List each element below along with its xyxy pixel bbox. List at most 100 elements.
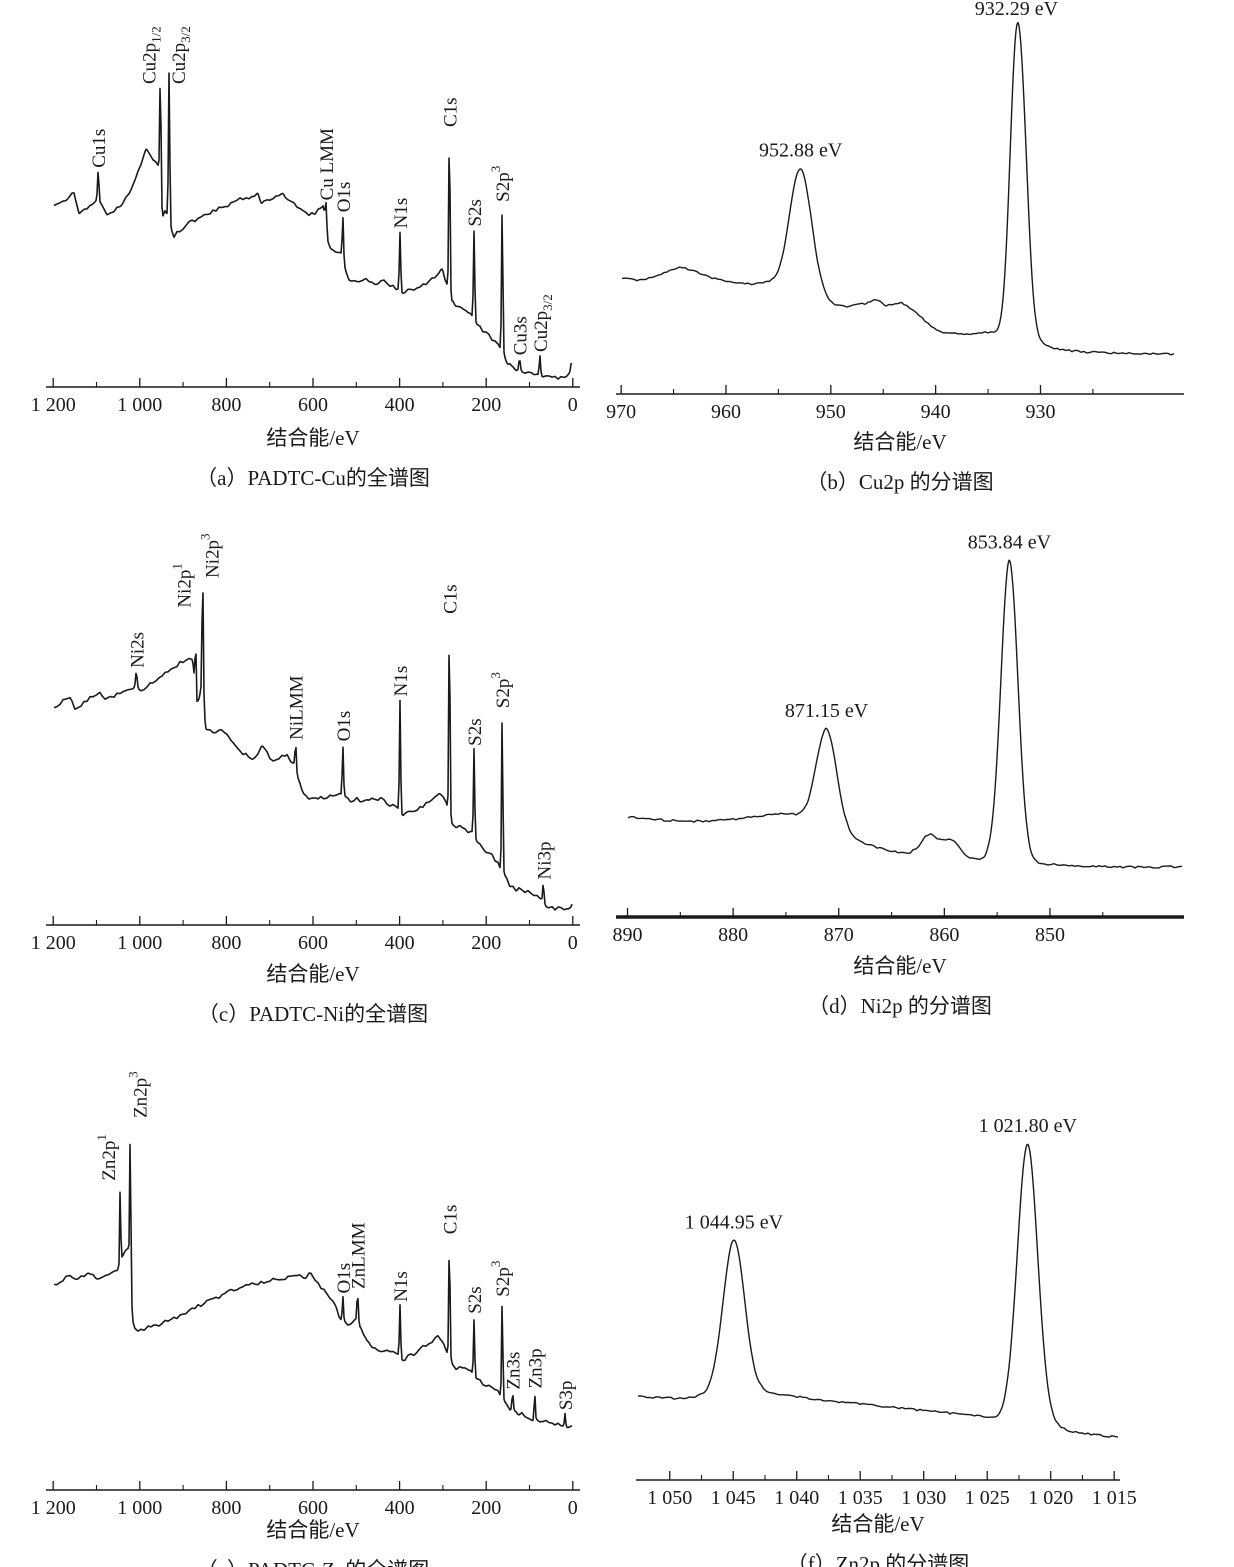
peak-annotation: 932.29 eV xyxy=(975,0,1059,20)
tick-label: 200 xyxy=(471,394,501,416)
tick-label: 950 xyxy=(816,401,846,423)
figure-caption-c: （c）PADTC-Ni的全谱图 xyxy=(197,1002,429,1026)
tick-label: 880 xyxy=(718,924,748,946)
peak-label: N1s xyxy=(391,198,412,229)
figure-caption-a: （a）PADTC-Cu的全谱图 xyxy=(196,466,430,490)
figure-a-padtc-cu-survey: 1 200 1 000 800 600 400 200 0 Cu1s Cu2p1/2 Cu2p3/… xyxy=(8,2,608,492)
peak-label: O1s xyxy=(334,1263,355,1294)
x-axis: 1 050 1 045 1 040 1 035 1 030 1 025 1 020 1 015 xyxy=(636,1471,1137,1509)
x-axis-title-c: 结合能/eV xyxy=(266,962,360,986)
peak-annotation: 1 044.95 eV xyxy=(685,1212,784,1234)
x-axis-title-a: 结合能/eV xyxy=(266,426,360,450)
peak-label: Zn2p1 xyxy=(94,1134,120,1181)
tick-label: 1 200 xyxy=(31,932,76,954)
tick-label: 0 xyxy=(568,1497,578,1519)
peak-label: Cu2p3/2 xyxy=(169,26,193,84)
tick-label: 800 xyxy=(211,1497,241,1519)
spectrum-curve xyxy=(53,72,573,380)
tick-label: 860 xyxy=(929,924,959,946)
peak-label: Cu2p3/2 xyxy=(531,294,555,352)
peak-label: Cu2p1/2 xyxy=(139,26,163,84)
tick-label: 200 xyxy=(471,1497,501,1519)
peak-label: O1s xyxy=(334,182,355,213)
tick-label: 0 xyxy=(568,932,578,954)
tick-label: 960 xyxy=(711,401,741,423)
tick-label: 400 xyxy=(385,932,415,954)
figure-d-ni2p-detail: 890 880 870 860 850 871.15 eV 853.84 eV 结合能/eV… xyxy=(612,512,1234,1020)
tick-label: 1 200 xyxy=(31,394,76,416)
tick-label: 800 xyxy=(211,932,241,954)
tick-label: 850 xyxy=(1035,924,1065,946)
tick-label: 1 045 xyxy=(711,1487,756,1509)
peak-label: C1s xyxy=(440,1205,461,1235)
x-axis-title-e: 结合能/eV xyxy=(266,1518,360,1542)
tick-label: 1 050 xyxy=(647,1487,692,1509)
tick-label: 0 xyxy=(568,394,578,416)
tick-label: 400 xyxy=(385,394,415,416)
peak-label: Ni2p3 xyxy=(198,534,224,579)
peak-label: S2p3 xyxy=(488,1261,514,1297)
spectrum-curve xyxy=(621,21,1175,356)
peak-label: S2s xyxy=(465,1286,486,1313)
peak-label: Cu3s xyxy=(511,316,532,355)
peak-annotation: 952.88 eV xyxy=(759,140,843,162)
spectrum-plot-a: 1 200 1 000 800 600 400 200 0Cu1sCu2p1/2Cu2p3/… xyxy=(31,26,580,416)
peak-label: Ni2s xyxy=(127,632,148,668)
peak-label: S2s xyxy=(465,199,486,226)
tick-label: 1 000 xyxy=(117,1497,162,1519)
x-axis-title-f: 结合能/eV xyxy=(831,1512,925,1536)
figure-caption-f: （f）Zn2p 的分谱图 xyxy=(786,1552,970,1567)
peak-label: ZnLMM xyxy=(349,1222,370,1289)
peak-label: Cu1s xyxy=(89,129,110,168)
tick-label: 930 xyxy=(1025,401,1055,423)
x-axis: 890 880 870 860 850 xyxy=(613,908,1184,946)
peak-label: Ni2p1 xyxy=(170,563,196,608)
tick-label: 1 000 xyxy=(117,932,162,954)
figure-caption-d: （d）Ni2p 的分谱图 xyxy=(808,994,992,1018)
tick-label: 1 035 xyxy=(838,1487,883,1509)
spectrum-plot-f: 1 050 1 045 1 040 1 035 1 030 1 025 1 020 1 015… xyxy=(636,1115,1137,1509)
figure-caption-e: （e）PADTC-Zn的全谱图 xyxy=(13,1554,613,1567)
x-axis: 1 200 1 000 800 600 400 200 0 xyxy=(31,378,580,416)
peak-label: O1s xyxy=(334,711,355,742)
tick-label: 1 030 xyxy=(901,1487,946,1509)
x-axis-title-d: 结合能/eV xyxy=(853,954,947,978)
tick-label: 1 025 xyxy=(965,1487,1010,1509)
spectrum-plot-c: 1 200 1 000 800 600 400 200 0 Ni2s Ni2p1 Ni2p3 NiL… xyxy=(31,534,580,954)
figure-f-zn2p-detail: 1 050 1 045 1 040 1 035 1 030 1 025 1 020 1 015… xyxy=(612,1052,1234,1567)
tick-label: 400 xyxy=(385,1497,415,1519)
spectrum-plot-b: 970 960 950 940 930 952.88 eV 932.29 eV xyxy=(606,0,1184,423)
tick-label: 890 xyxy=(613,924,643,946)
spectrum-curve xyxy=(53,1143,573,1429)
peak-label: Zn2p3 xyxy=(125,1071,151,1118)
spectrum-curve xyxy=(637,1143,1119,1438)
spectrum-curve xyxy=(627,559,1183,869)
peak-label: Cu LMM xyxy=(317,128,338,200)
figure-b-cu2p-detail: 970 960 950 940 930 952.88 eV 932.29 eV 结合能/eV… xyxy=(606,0,1234,496)
peak-annotation: 871.15 eV xyxy=(785,700,869,722)
tick-label: 600 xyxy=(298,932,328,954)
tick-label: 1 015 xyxy=(1092,1487,1137,1509)
peak-label: S2p3 xyxy=(488,166,514,202)
tick-label: 1 000 xyxy=(117,394,162,416)
tick-label: 1 040 xyxy=(774,1487,819,1509)
peak-label: N1s xyxy=(391,1271,412,1302)
tick-label: 1 200 xyxy=(31,1497,76,1519)
peak-label: N1s xyxy=(391,666,412,697)
peak-label: Zn3s xyxy=(504,1352,525,1390)
peak-label: S2p3 xyxy=(488,672,514,708)
figure-e-padtc-zn-survey: 1 200 1 000 800 600 400 200 0 Zn2p1 Zn2p3 O1s ZnLM… xyxy=(8,1052,608,1567)
x-axis: 1 200 1 000 800 600 400 200 0 xyxy=(31,1481,580,1519)
peak-label: NiLMM xyxy=(287,675,308,740)
peak-label: Zn3p xyxy=(526,1348,547,1388)
tick-label: 200 xyxy=(471,932,501,954)
tick-label: 600 xyxy=(298,394,328,416)
peak-label: Ni3p xyxy=(534,841,555,879)
tick-label: 870 xyxy=(824,924,854,946)
spectrum-plot-d: 890 880 870 860 850 871.15 eV 853.84 eV xyxy=(613,532,1184,946)
x-axis: 1 200 1 000 800 600 400 200 0 xyxy=(31,916,580,954)
spectrum-curve xyxy=(53,592,573,911)
tick-label: 970 xyxy=(606,401,636,423)
